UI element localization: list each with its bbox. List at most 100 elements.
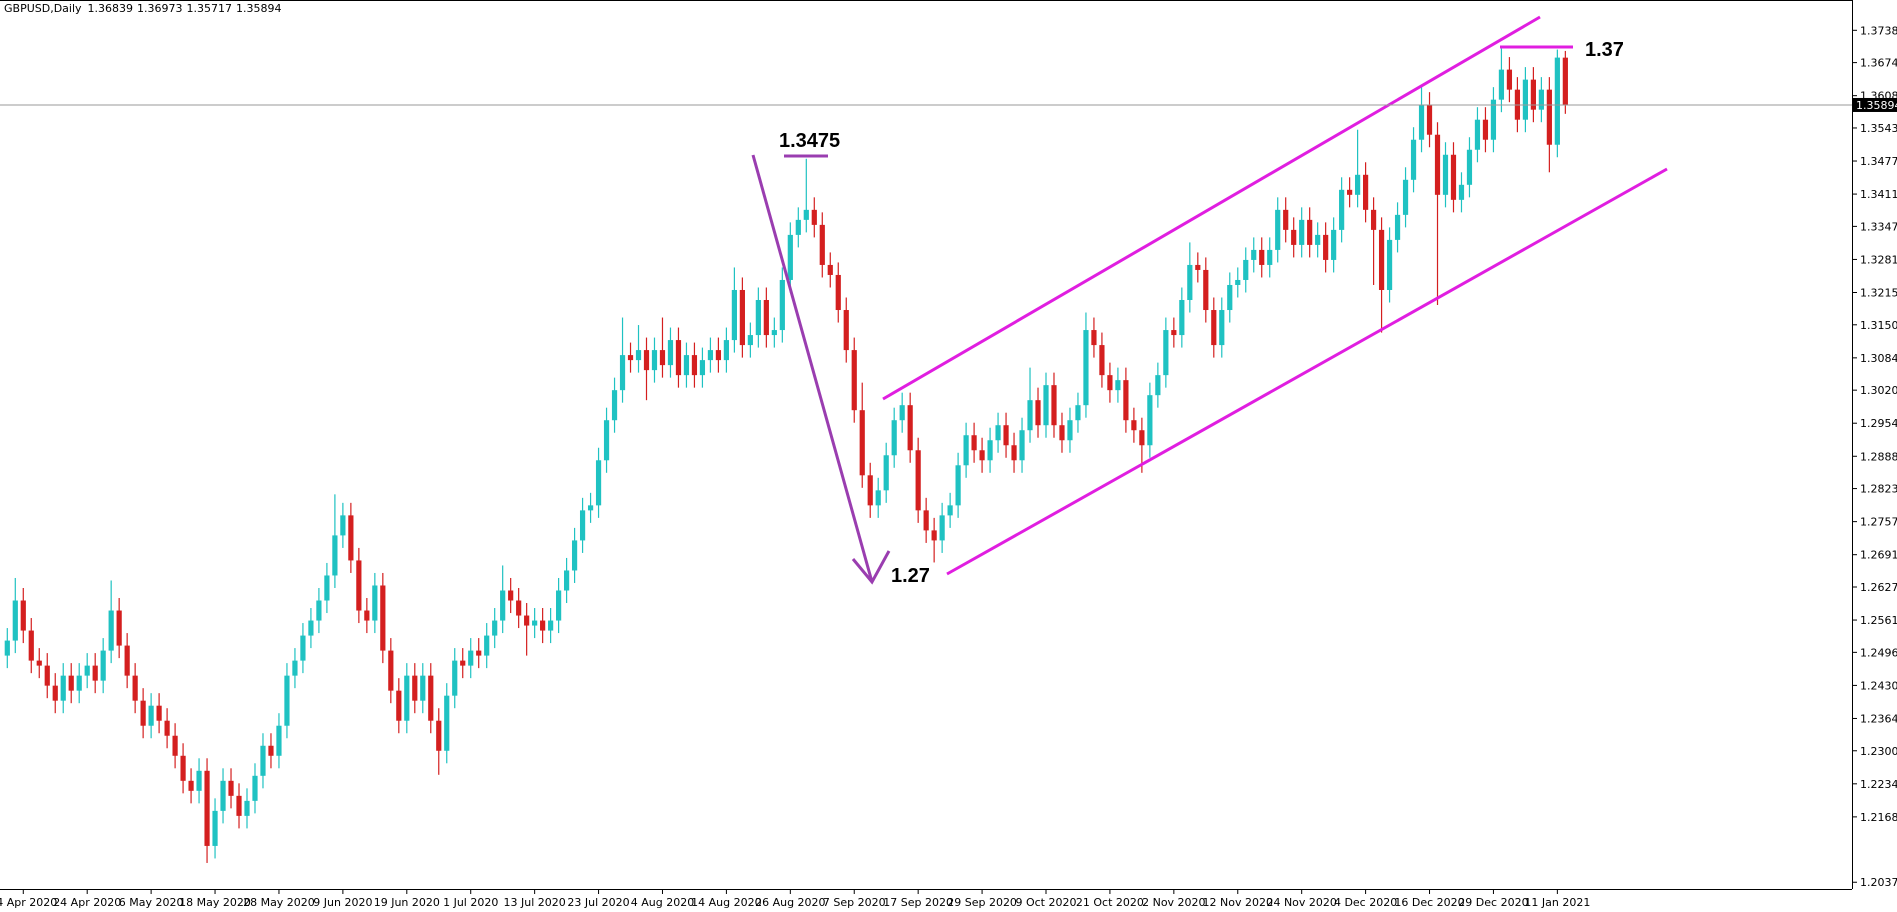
candle-body (332, 535, 338, 576)
y-tick-label: 1.24305 (1860, 679, 1897, 692)
ohlc-open: 1.36839 (88, 2, 134, 15)
candle-body (1363, 174, 1369, 210)
candle-body (771, 330, 777, 336)
x-tick-label: 6 May 2020 (119, 896, 184, 909)
x-tick-label: 17 Sep 2020 (883, 896, 953, 909)
candle-body (971, 435, 977, 451)
y-tick-label: 1.32150 (1860, 286, 1897, 299)
candle-body (548, 620, 554, 631)
x-tick-label: 24 Nov 2020 (1266, 896, 1336, 909)
candle-body (308, 620, 314, 636)
candle-body (164, 720, 170, 736)
x-tick-label: 19 Jun 2020 (374, 896, 440, 909)
candle-body (20, 600, 26, 631)
y-tick-label: 1.28880 (1860, 450, 1897, 463)
candle-body (1107, 375, 1113, 391)
candle-body (60, 675, 66, 701)
candle-body (811, 209, 817, 225)
candle-body (84, 665, 90, 676)
candle-body (1011, 445, 1017, 461)
candle-body (148, 705, 154, 726)
candle-body (1243, 259, 1249, 280)
candle-body (1179, 300, 1185, 336)
candle-body (1131, 420, 1137, 431)
candle-body (1219, 310, 1225, 346)
candle-body (1474, 119, 1481, 150)
candle-body (667, 340, 674, 366)
candle-body (1402, 179, 1409, 215)
candle-body (907, 405, 913, 451)
candle-body (292, 660, 298, 676)
candle-body (1370, 209, 1377, 230)
candle-body (1291, 229, 1297, 245)
candle-body (1347, 189, 1353, 195)
candle-body (627, 355, 634, 361)
candle-body (532, 620, 538, 626)
candle-body (156, 705, 162, 721)
candle-body (276, 725, 282, 756)
candle-body (364, 610, 370, 621)
candle-body (524, 615, 530, 626)
candle-body (1163, 330, 1169, 376)
y-tick-label: 1.34775 (1860, 155, 1897, 168)
candle-body (340, 515, 346, 536)
candle-body (1530, 79, 1536, 110)
candle-body (819, 224, 825, 265)
candle-body (380, 585, 386, 651)
candle-body (1267, 249, 1273, 265)
candle-body (12, 600, 18, 641)
candle-body (931, 530, 937, 541)
x-tick-label: 12 Nov 2020 (1203, 896, 1273, 909)
candle-body (1195, 264, 1201, 270)
candle-body (1315, 234, 1321, 245)
y-tick-label: 1.34115 (1860, 188, 1897, 201)
candle-body (723, 340, 729, 361)
candle-body (715, 350, 722, 361)
channel-lower (946, 167, 1668, 576)
candle-body (579, 510, 586, 541)
candle-body (1123, 380, 1129, 421)
candle-body (260, 745, 266, 776)
candle-body (1546, 89, 1552, 145)
candle-body (316, 600, 322, 621)
candle-body (1035, 400, 1041, 426)
candle-body (92, 665, 98, 681)
candle-body (220, 780, 226, 811)
candle-body (939, 515, 945, 541)
candle-body (1027, 400, 1033, 431)
candle-body (268, 745, 274, 756)
candle-body (1522, 79, 1528, 120)
y-tick-label: 1.24965 (1860, 646, 1897, 659)
x-tick-label: 9 Jun 2020 (313, 896, 372, 909)
candle-body (1331, 229, 1337, 260)
candle-body (1466, 149, 1473, 185)
candle-body (979, 450, 985, 461)
candle-body (1450, 154, 1457, 200)
candle-body (140, 700, 146, 726)
candle-body (1051, 385, 1057, 426)
candle-body (252, 775, 258, 801)
x-tick-label: 11 Jan 2021 (1524, 896, 1590, 909)
y-tick-label: 1.36740 (1860, 57, 1897, 70)
y-tick-label: 1.28235 (1860, 483, 1897, 496)
candle-body (1418, 104, 1425, 140)
candle-body (204, 770, 210, 846)
candle-body (659, 350, 666, 366)
candle-body (1307, 219, 1313, 245)
candle-body (108, 610, 114, 651)
ohlc-low: 1.35717 (187, 2, 233, 15)
x-tick-label: 9 Oct 2020 (1015, 896, 1076, 909)
x-tick-label: 29 Dec 2020 (1458, 896, 1528, 909)
candle-body (947, 505, 953, 516)
y-tick-label: 1.29540 (1860, 417, 1897, 430)
candle-body (1019, 430, 1025, 461)
candle-body (460, 660, 466, 666)
candle-body (236, 795, 242, 816)
candle-body (1562, 57, 1568, 105)
candle-body (1323, 234, 1329, 260)
candle-body (747, 335, 753, 346)
candle-body (963, 435, 969, 466)
candle-body (1091, 330, 1097, 346)
candle-body (859, 410, 865, 476)
